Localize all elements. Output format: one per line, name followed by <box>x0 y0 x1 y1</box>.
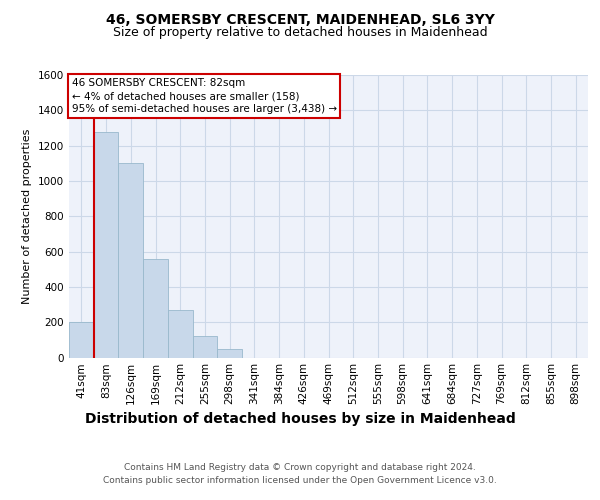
Y-axis label: Number of detached properties: Number of detached properties <box>22 128 32 304</box>
Text: 46, SOMERSBY CRESCENT, MAIDENHEAD, SL6 3YY: 46, SOMERSBY CRESCENT, MAIDENHEAD, SL6 3… <box>106 12 494 26</box>
Bar <box>69 322 94 358</box>
Text: Size of property relative to detached houses in Maidenhead: Size of property relative to detached ho… <box>113 26 487 39</box>
Text: Contains HM Land Registry data © Crown copyright and database right 2024.: Contains HM Land Registry data © Crown c… <box>124 462 476 471</box>
Bar <box>143 258 168 358</box>
Text: Contains public sector information licensed under the Open Government Licence v3: Contains public sector information licen… <box>103 476 497 485</box>
Bar <box>94 132 118 358</box>
Bar <box>118 164 143 358</box>
Text: Distribution of detached houses by size in Maidenhead: Distribution of detached houses by size … <box>85 412 515 426</box>
Text: 46 SOMERSBY CRESCENT: 82sqm
← 4% of detached houses are smaller (158)
95% of sem: 46 SOMERSBY CRESCENT: 82sqm ← 4% of deta… <box>71 78 337 114</box>
Bar <box>168 310 193 358</box>
Bar <box>193 336 217 357</box>
Bar <box>217 348 242 358</box>
